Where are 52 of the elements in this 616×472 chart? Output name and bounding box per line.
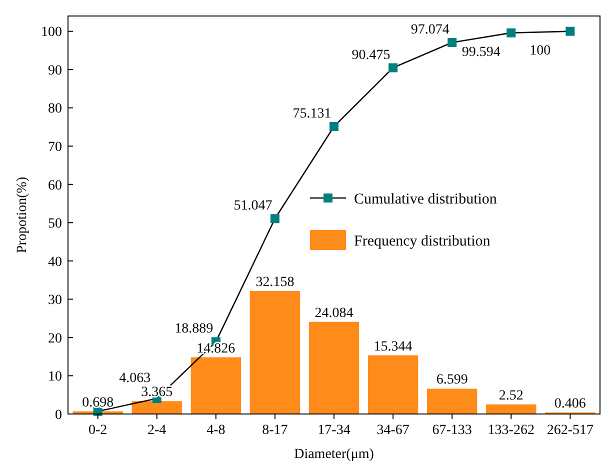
y-axis-title: Propotion(%) bbox=[15, 176, 30, 254]
bar bbox=[308, 322, 360, 414]
y-tick-label: 50 bbox=[48, 216, 62, 232]
y-tick-label: 40 bbox=[48, 254, 62, 270]
x-tick-label: 4-8 bbox=[206, 423, 226, 438]
y-tick-label: 30 bbox=[48, 293, 62, 308]
data-label: 0.406 bbox=[554, 396, 586, 412]
bar bbox=[132, 401, 182, 414]
data-label: 2.52 bbox=[498, 388, 524, 404]
y-tick-label: 0 bbox=[55, 408, 62, 423]
bar bbox=[368, 355, 418, 414]
y-tick-label: 10 bbox=[48, 370, 62, 385]
data-label: 99.594 bbox=[462, 44, 500, 60]
point bbox=[566, 26, 575, 36]
data-label: 100 bbox=[530, 43, 551, 58]
legend-label: Cumulative distribution bbox=[354, 191, 498, 208]
point bbox=[506, 28, 516, 38]
y-tick-label: 100 bbox=[41, 25, 62, 40]
x-tick-label: 34-67 bbox=[376, 423, 410, 438]
data-label: 97.074 bbox=[410, 22, 450, 38]
x-tick-label: 0-2 bbox=[88, 423, 108, 438]
x-tick-label: 133-262 bbox=[488, 423, 534, 438]
data-label: 18.889 bbox=[174, 322, 214, 337]
x-tick-label: 8-17 bbox=[262, 423, 288, 438]
data-label: 4.063 bbox=[119, 371, 151, 386]
bar bbox=[426, 388, 478, 414]
data-label: 6.599 bbox=[436, 372, 468, 388]
bar bbox=[250, 290, 300, 414]
point bbox=[330, 122, 338, 131]
y-tick-label: 80 bbox=[48, 102, 62, 117]
data-label: 90.475 bbox=[352, 48, 390, 63]
data-label: 0.698 bbox=[82, 395, 114, 410]
y-tick-label: 70 bbox=[48, 140, 62, 156]
x-tick-label: 17-34 bbox=[318, 423, 350, 438]
bar bbox=[486, 404, 536, 414]
data-label: 15.344 bbox=[374, 339, 412, 354]
x-tick-label: 67-133 bbox=[432, 423, 472, 438]
data-label: 24.084 bbox=[314, 306, 354, 321]
point bbox=[448, 38, 457, 48]
data-label: 75.131 bbox=[292, 106, 332, 122]
data-label: 51.047 bbox=[234, 198, 272, 214]
point bbox=[270, 214, 280, 224]
x-tick-label: 262-517 bbox=[546, 423, 594, 438]
y-tick-label: 90 bbox=[48, 63, 62, 78]
y-tick-label: 20 bbox=[48, 331, 62, 346]
legend-label: Frequency distribution bbox=[354, 233, 491, 250]
y-tick-label: 60 bbox=[48, 178, 62, 194]
x-tick-label: 2-4 bbox=[148, 423, 166, 438]
point bbox=[388, 63, 398, 72]
bar bbox=[190, 357, 242, 414]
x-axis-title: Diameter(μm) bbox=[294, 447, 374, 462]
data-label: 32.158 bbox=[256, 274, 294, 290]
